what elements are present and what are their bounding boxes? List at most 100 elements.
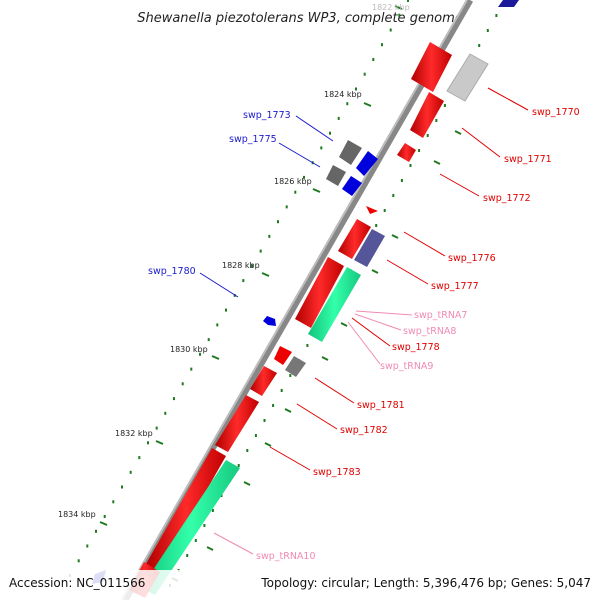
gene-label-swp-1781[interactable]: swp_1781 [357, 400, 405, 411]
track-dot [173, 397, 175, 401]
track-dot [203, 524, 206, 527]
gene-feature-gray-1773[interactable] [339, 140, 362, 165]
track-dot [294, 190, 297, 194]
track-dot [400, 179, 403, 182]
track-dot [268, 234, 271, 238]
kbp-tick [394, 5, 403, 10]
gene-label-swp-1783[interactable]: swp_1783 [313, 467, 361, 478]
track-dot [225, 308, 227, 312]
gene-label-swp-1771[interactable]: swp_1771 [504, 154, 552, 165]
kbp-tick [261, 272, 270, 277]
track-dot [375, 224, 378, 227]
gene-labels: swp_1773 swp_1775 swp_1780 swp_1770 swp_… [148, 107, 580, 562]
gene-label-swp-1770[interactable]: swp_1770 [532, 107, 580, 118]
dotted-guide-tracks [69, 0, 506, 587]
kbp-tick [363, 102, 372, 107]
position-label: 1830 kbp [170, 345, 208, 354]
track-dot [392, 194, 395, 197]
gene-feature-swp-1777[interactable] [354, 229, 385, 267]
gene-feature-swp-1770-gray[interactable] [446, 53, 489, 102]
track-dot [303, 175, 305, 179]
kbp-tick [99, 521, 108, 526]
gene-feature-offscreen[interactable] [498, 0, 519, 7]
gene-feature-swp-1780[interactable] [263, 316, 276, 326]
gene-label-swp-1776[interactable]: swp_1776 [448, 253, 496, 264]
leader-line [386, 259, 429, 285]
gene-label-swp-trna8[interactable]: swp_tRNA8 [403, 326, 456, 337]
track-dot [86, 544, 89, 548]
track-dot [289, 374, 292, 377]
track-dot [320, 146, 323, 150]
track-dot [138, 456, 141, 460]
gene-label-swp-1775[interactable]: swp_1775 [229, 134, 277, 145]
track-dot [237, 464, 240, 467]
leader-line [351, 317, 391, 347]
gene-feature-gray-1775[interactable] [326, 165, 346, 186]
track-dot [443, 104, 446, 107]
gene-label-swp-1782[interactable]: swp_1782 [340, 425, 388, 436]
gene-label-swp-1778[interactable]: swp_1778 [392, 342, 440, 353]
inner-tick [454, 130, 462, 135]
position-label: 1824 kbp [324, 90, 362, 99]
gene-label-swp-1777[interactable]: swp_1777 [431, 281, 479, 292]
track-dot [121, 485, 123, 489]
leader-line [487, 87, 529, 111]
track-dot [194, 539, 197, 542]
track-dot [129, 470, 132, 474]
leader-line [355, 310, 413, 316]
track-dot [383, 209, 386, 212]
gene-feature-swp-1775[interactable] [342, 176, 362, 196]
accession-text: Accession: NC_011566 [9, 576, 145, 590]
label-leader-lines [199, 87, 529, 555]
gene-feature-gray-small[interactable] [285, 356, 306, 377]
gene-feature-swp-1772[interactable] [397, 143, 416, 162]
track-dot [346, 102, 349, 106]
gene-label-swp-trna9[interactable]: swp_tRNA9 [380, 361, 433, 372]
track-dot [407, 0, 409, 2]
track-dot [103, 515, 106, 518]
track-dot [337, 116, 340, 120]
gene-feature-swp-1782[interactable] [215, 395, 259, 452]
track-dot [355, 87, 357, 91]
gene-feature-swp-1781[interactable] [250, 366, 277, 396]
position-label: 1832 kbp [115, 429, 153, 438]
inner-tick [433, 160, 441, 165]
gene-feature-small-red[interactable] [366, 206, 378, 214]
gene-feature-swp-trna10[interactable] [141, 460, 240, 595]
position-label: 1834 kbp [58, 510, 96, 519]
kbp-tick [155, 440, 164, 445]
gene-feature-swp-1778[interactable] [295, 257, 344, 328]
gene-feature-swp-1771[interactable] [410, 92, 444, 138]
gene-feature-swp-1783[interactable] [146, 448, 226, 572]
position-label: 1822 kbp [372, 3, 410, 12]
track-dot [246, 449, 249, 452]
track-dot [398, 13, 401, 17]
position-label: 1828 kbp [222, 261, 260, 270]
track-dot [409, 164, 412, 167]
leader-line [347, 321, 381, 365]
leader-line [295, 115, 334, 142]
track-dot [259, 249, 262, 253]
track-dot [186, 554, 189, 557]
gene-label-swp-1780[interactable]: swp_1780 [148, 266, 196, 277]
gene-label-swp-1773[interactable]: swp_1773 [243, 110, 291, 121]
kbp-tick [312, 188, 321, 193]
track-dot [363, 72, 366, 76]
gene-label-swp-trna7[interactable]: swp_tRNA7 [414, 310, 467, 321]
gene-feature-swp-trna[interactable] [308, 267, 361, 342]
track-dot [495, 14, 498, 17]
gene-feature-swp-1770[interactable] [411, 42, 452, 92]
track-dot [372, 58, 375, 61]
leader-line [403, 231, 446, 257]
gene-feature-swp-1776[interactable] [338, 219, 371, 259]
gene-label-swp-1772[interactable]: swp_1772 [483, 193, 531, 204]
footer-background [0, 570, 600, 600]
leader-line [439, 173, 480, 197]
leader-line [213, 532, 254, 555]
gene-feature-swp-1773[interactable] [356, 151, 378, 176]
gene-feature-red-small[interactable] [274, 346, 292, 365]
gene-label-swp-trna10[interactable]: swp_tRNA10 [256, 551, 316, 562]
track-dot [242, 279, 245, 283]
genome-summary-text: Topology: circular; Length: 5,396,476 bp… [260, 576, 591, 590]
